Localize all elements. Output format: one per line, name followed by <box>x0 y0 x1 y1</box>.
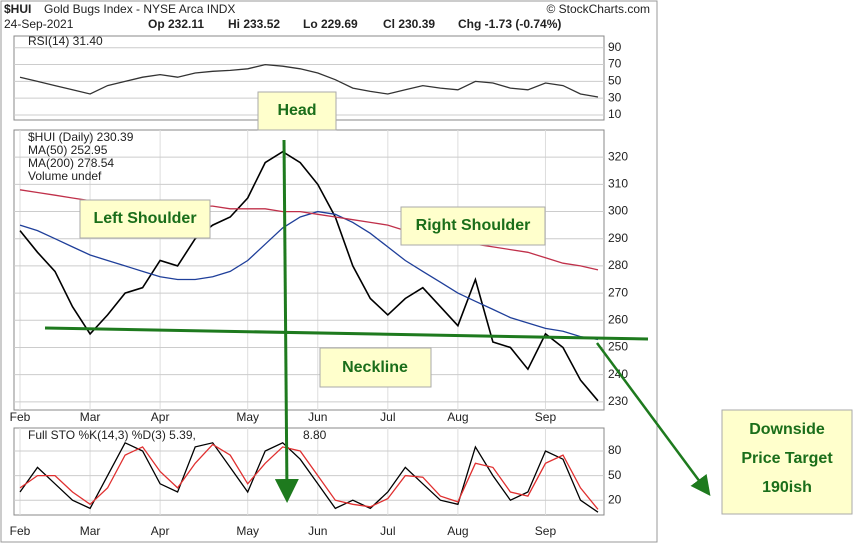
y-tick-label: 290 <box>608 231 628 245</box>
target-arrow <box>595 342 711 497</box>
series-line <box>19 210 599 341</box>
annotation-box <box>400 206 546 246</box>
x-tick-label: Apr <box>151 524 170 538</box>
y-tick-label: 300 <box>608 204 628 218</box>
annotation-box <box>319 347 432 388</box>
series-line <box>19 441 599 513</box>
x-tick-label: Sep <box>535 524 557 538</box>
annotation: Downside <box>749 421 825 438</box>
symbol: $HUI <box>4 2 31 16</box>
y-tick-label: 250 <box>608 340 628 354</box>
close: Cl 230.39 <box>383 17 435 31</box>
annotation: Left Shoulder <box>93 210 196 227</box>
annotation: Right Shoulder <box>416 217 531 234</box>
low: Lo 229.69 <box>303 17 358 31</box>
y-tick-label: 50 <box>608 74 622 88</box>
legend-note: Volume undef <box>28 169 102 183</box>
annotation: Price Target <box>741 450 833 467</box>
x-tick-label: Mar <box>80 524 101 538</box>
legend-entry: MA(50) 252.95 <box>28 143 108 157</box>
x-tick-label: Jul <box>380 524 395 538</box>
y-tick-label: 230 <box>608 394 628 408</box>
y-tick-label: 270 <box>608 285 628 299</box>
date: 24-Sep-2021 <box>4 17 74 31</box>
annotation: 190ish <box>762 479 812 496</box>
y-tick-label: 280 <box>608 258 628 272</box>
x-tick-label: Jul <box>380 410 395 424</box>
y-tick-label: 80 <box>608 443 622 457</box>
y-tick-label: 260 <box>608 312 628 326</box>
change: Chg -1.73 (-0.74%) <box>458 17 561 31</box>
y-tick-label: 70 <box>608 57 622 71</box>
y-tick-label: 90 <box>608 40 622 54</box>
x-tick-label: Jun <box>308 524 327 538</box>
index-name: Gold Bugs Index - NYSE Arca INDX <box>44 2 235 16</box>
x-tick-label: Feb <box>10 410 31 424</box>
annotation-box <box>721 409 853 515</box>
series-line <box>19 63 599 98</box>
legend-entry: 8.80 <box>303 428 327 442</box>
open: Op 232.11 <box>148 17 204 31</box>
measure-arrow <box>274 139 299 503</box>
x-tick-label: Sep <box>535 410 557 424</box>
annotation: Neckline <box>342 359 408 376</box>
y-tick-label: 50 <box>608 468 622 482</box>
y-tick-label: 20 <box>608 492 622 506</box>
x-tick-label: Aug <box>447 410 468 424</box>
x-tick-label: May <box>236 524 259 538</box>
y-tick-label: 240 <box>608 367 628 381</box>
source: © StockCharts.com <box>546 2 650 16</box>
x-tick-label: Feb <box>10 524 31 538</box>
neckline-line <box>44 326 649 341</box>
legend-entry: Full STO %K(14,3) %D(3) 5.39, <box>28 428 196 442</box>
panels: 90 70 50 30 10 RSI(14) 31.40 Feb Mar Apr May Jun Ju… <box>10 34 629 538</box>
annotation: Head <box>277 102 316 119</box>
annotation-box <box>79 199 211 239</box>
x-tick-label: Jun <box>308 410 327 424</box>
legend-entry: MA(200) 278.54 <box>28 156 114 170</box>
series-line <box>19 443 599 510</box>
panel <box>13 129 605 411</box>
x-tick-label: Apr <box>151 410 170 424</box>
annotation-box <box>257 91 337 131</box>
legend-entry: $HUI (Daily) 230.39 <box>28 130 134 144</box>
x-tick-label: Aug <box>447 524 468 538</box>
y-tick-label: 310 <box>608 177 628 191</box>
x-tick-label: May <box>236 410 259 424</box>
series-line <box>19 150 599 402</box>
x-tick-label: Mar <box>80 410 101 424</box>
panel-label: RSI(14) 31.40 <box>28 34 103 48</box>
y-tick-label: 320 <box>608 149 628 163</box>
y-tick-label: 30 <box>608 90 622 104</box>
high: Hi 233.52 <box>228 17 280 31</box>
y-tick-label: 10 <box>608 107 622 121</box>
